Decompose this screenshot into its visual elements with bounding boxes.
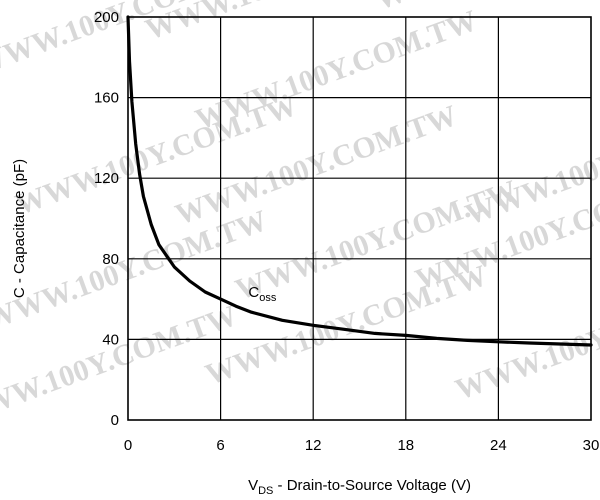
x-axis-title-main: V — [248, 477, 258, 494]
x-axis-title: VDS - Drain-to-Source Voltage (V) — [248, 477, 471, 497]
y-tick-label: 40 — [102, 331, 119, 348]
watermark-text: WWW.100Y.COM.TW — [371, 0, 600, 17]
y-tick-label: 80 — [102, 251, 119, 268]
tick-layer: 0 6 12 18 24 30 0 40 80 120 160 200 — [94, 9, 599, 454]
x-tick-label: 6 — [216, 437, 224, 454]
y-tick-label: 120 — [94, 170, 119, 187]
coss-line — [126, 15, 593, 347]
x-axis-title-rest: - Drain-to-Source Voltage (V) — [273, 477, 471, 494]
x-tick-label: 24 — [490, 437, 507, 454]
x-tick-label: 0 — [124, 437, 132, 454]
coss-label: Coss — [248, 284, 276, 304]
y-tick-label: 0 — [111, 412, 119, 429]
y-tick-label: 200 — [94, 9, 119, 26]
watermark-layer: WWW.100Y.COM.TWWWW.100Y.COM.TWWWW.100Y.C… — [0, 0, 600, 432]
x-tick-label: 30 — [583, 437, 600, 454]
series-layer: Coss — [126, 15, 593, 347]
x-tick-label: 18 — [397, 437, 414, 454]
y-tick-label: 160 — [94, 90, 119, 107]
x-axis-title-sub: DS — [258, 485, 273, 497]
grid-layer — [128, 17, 591, 420]
x-tick-label: 12 — [305, 437, 322, 454]
y-axis-title: C - Capacitance (pF) — [11, 159, 28, 298]
plot-frame — [127, 16, 592, 421]
